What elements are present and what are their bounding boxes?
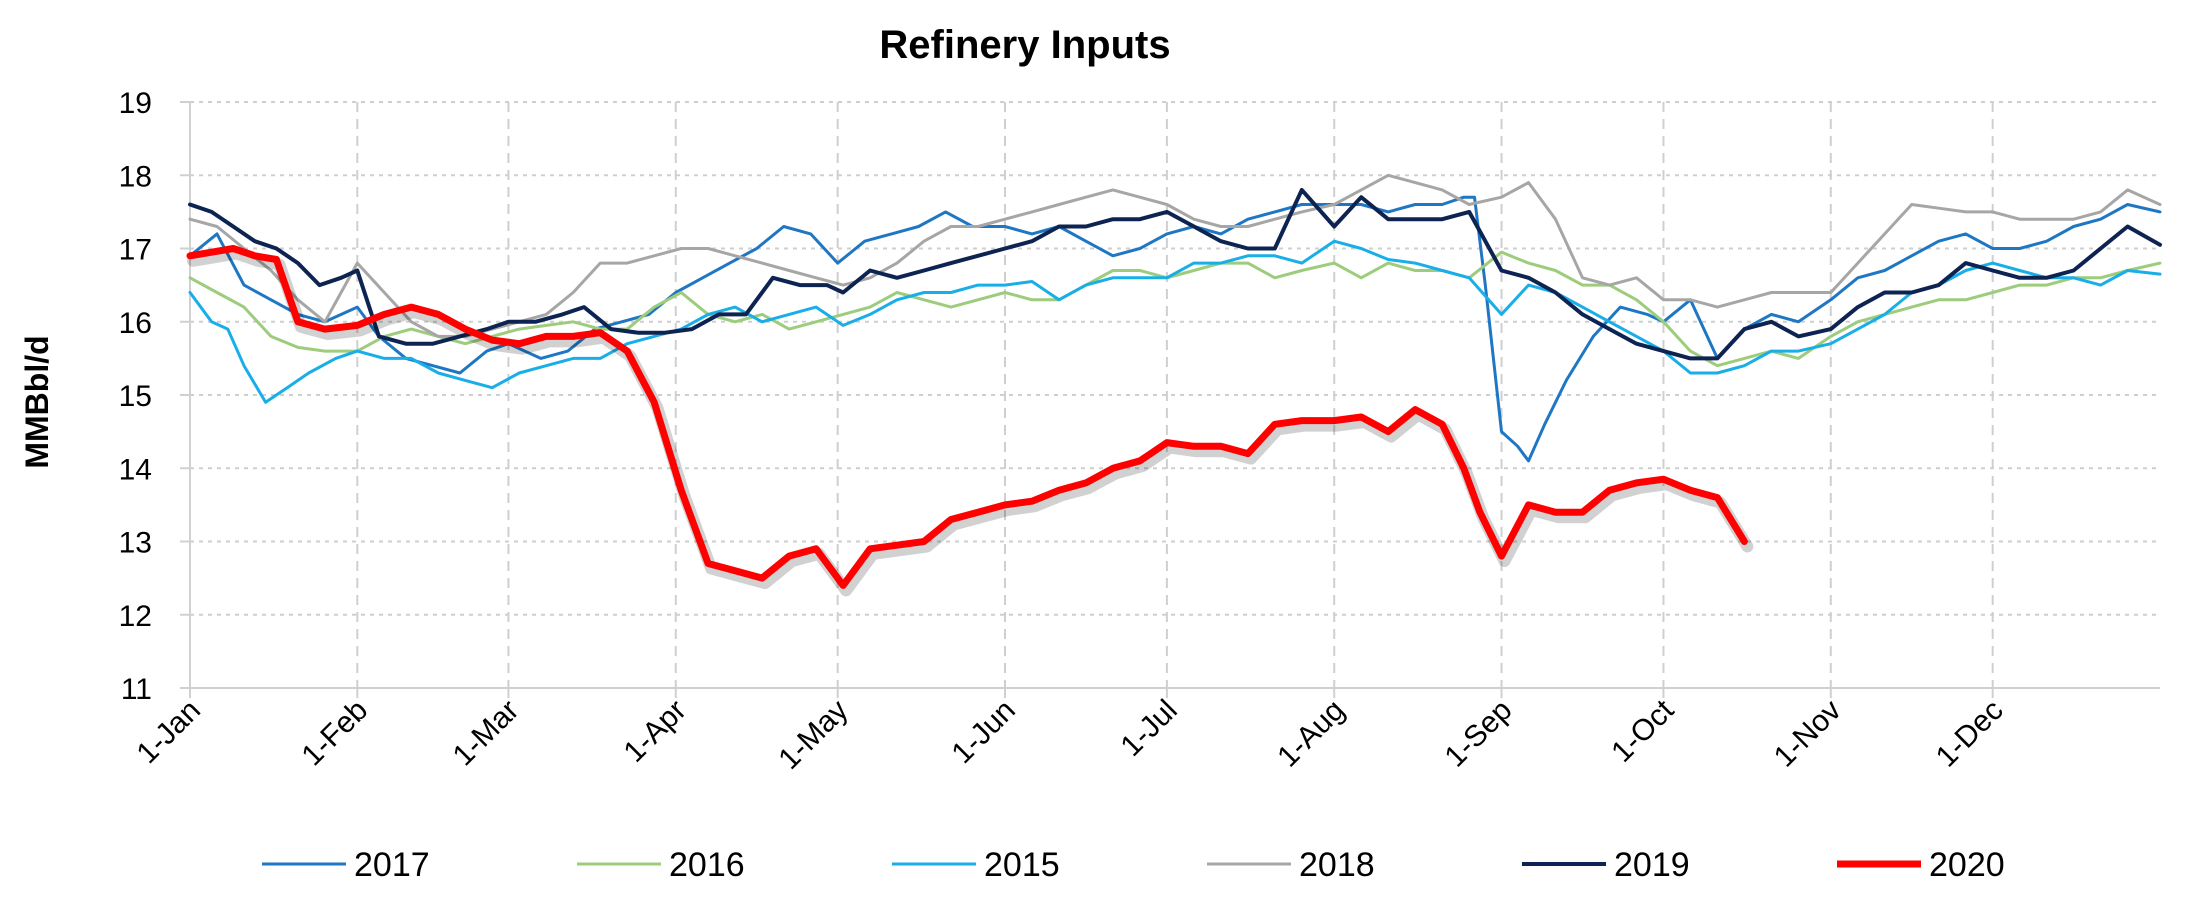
y-tick-label: 15	[119, 380, 152, 413]
series-2015-line	[188, 239, 2162, 404]
series-2020-shadow	[187, 247, 1754, 597]
x-tick-label: 1-Mar	[447, 694, 526, 773]
x-tick-label: 1-Feb	[296, 694, 375, 773]
chart-title: Refinery Inputs	[879, 23, 1170, 67]
legend-label: 2020	[1929, 846, 2005, 884]
x-tick-label: 1-Jul	[1115, 694, 1184, 763]
legend-label: 2015	[984, 846, 1060, 884]
series-lines	[186, 173, 2162, 597]
y-tick-label: 18	[119, 160, 152, 193]
legend: 2017 2016 2015 2018 2019 2020	[262, 846, 2005, 884]
y-tick-label: 11	[121, 673, 152, 706]
legend-item-2015: 2015	[892, 846, 1060, 884]
gridlines	[189, 101, 2160, 688]
x-tick-labels: 1-Jan 1-Feb 1-Mar 1-Apr 1-May 1-Jun 1-Jul 1-Aug…	[131, 693, 2010, 776]
legend-item-2016: 2016	[577, 846, 745, 884]
y-tick-labels: 11 12 13 14 15 16 17 18 19	[119, 87, 152, 706]
legend-label: 2017	[354, 846, 430, 884]
x-tick-label: 1-Jun	[946, 694, 1022, 770]
x-tick-label: 1-Sep	[1439, 694, 1519, 774]
series-2017-line	[188, 195, 2162, 463]
x-tick-label: 1-Dec	[1930, 694, 2010, 774]
x-tick-label: 1-Aug	[1271, 694, 1351, 774]
series-2016-line	[188, 250, 2162, 368]
y-tick-label: 17	[119, 234, 152, 267]
y-tick-label: 19	[119, 87, 152, 120]
y-tick-label: 13	[119, 527, 152, 560]
y-tick-label: 16	[119, 307, 152, 340]
series-2018-line	[188, 173, 2162, 338]
series-2020-line	[186, 245, 1748, 589]
x-tick-label: 1-Oct	[1605, 693, 1681, 769]
x-tick-label: 1-Nov	[1768, 694, 1848, 774]
x-tick-label: 1-May	[772, 694, 854, 776]
y-axis-label: MMBbl/d	[19, 335, 55, 468]
legend-label: 2018	[1299, 846, 1375, 884]
legend-item-2020: 2020	[1837, 846, 2005, 884]
y-tick-label: 12	[119, 600, 152, 633]
legend-label: 2016	[669, 846, 745, 884]
x-tick-label: 1-Apr	[617, 694, 692, 769]
legend-item-2017: 2017	[262, 846, 430, 884]
y-tick-label: 14	[119, 453, 152, 486]
legend-item-2018: 2018	[1207, 846, 1375, 884]
legend-item-2019: 2019	[1522, 846, 1690, 884]
axes	[180, 101, 2160, 698]
legend-label: 2019	[1614, 846, 1690, 884]
